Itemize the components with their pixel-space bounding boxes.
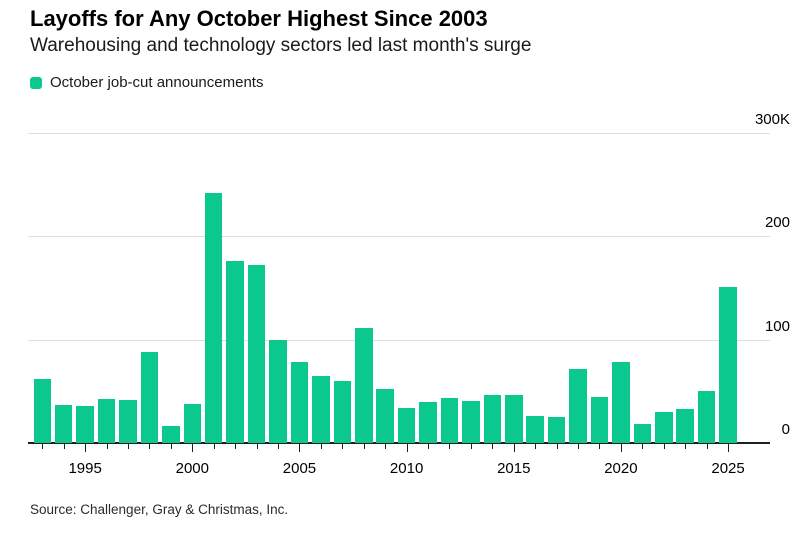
bar-2021 [633, 424, 652, 443]
bar-2006 [312, 375, 330, 443]
bar-2005 [290, 362, 309, 443]
bar-2016 [526, 416, 544, 443]
gridline [28, 133, 770, 135]
x-axis-tick [535, 444, 537, 449]
x-axis-tick [685, 444, 687, 449]
x-axis-tick [428, 444, 430, 449]
bar-1993 [33, 378, 52, 443]
y-axis-label: 0 [781, 421, 790, 438]
x-axis-tick [728, 444, 730, 452]
x-axis-label: 2000 [175, 460, 209, 477]
bar-2004 [269, 339, 287, 443]
bar-2019 [590, 396, 609, 443]
x-axis-label: 2020 [604, 460, 638, 477]
bar-2017 [547, 417, 566, 443]
legend-label: October job-cut announcements [50, 74, 264, 91]
bar-2000 [183, 403, 202, 443]
x-axis-tick [256, 444, 258, 449]
bar-2012 [440, 397, 459, 443]
x-axis-label: 2025 [711, 460, 745, 477]
bar-2013 [462, 400, 480, 443]
x-axis-tick [170, 444, 172, 449]
x-axis-label: 2005 [282, 460, 317, 477]
bar-2007 [333, 381, 352, 443]
x-axis-tick [363, 444, 365, 449]
bar-2002 [226, 261, 244, 443]
x-axis-tick [663, 444, 665, 449]
bar-1997 [119, 399, 137, 443]
x-axis-tick [642, 444, 644, 449]
x-axis-tick [599, 444, 601, 449]
source-note: Source: Challenger, Gray & Christmas, In… [30, 502, 289, 517]
x-axis-tick [299, 444, 301, 452]
x-axis-tick [470, 444, 472, 449]
bar-2008 [355, 328, 373, 443]
x-axis-label: 1995 [68, 460, 102, 477]
x-axis-label: 2010 [389, 460, 424, 477]
x-axis-tick [342, 444, 344, 449]
bar-1999 [162, 426, 180, 443]
x-axis-tick [706, 444, 708, 449]
legend-swatch-icon [30, 76, 42, 89]
bar-2024 [697, 391, 716, 443]
x-axis-tick [406, 444, 408, 452]
x-axis-tick [213, 444, 215, 449]
x-axis-tick [385, 444, 387, 449]
bar-2025 [719, 287, 737, 443]
bar-2018 [569, 368, 587, 443]
legend: October job-cut announcements [30, 74, 263, 91]
x-axis-tick [106, 444, 108, 449]
chart-subtitle: Warehousing and technology sectors led l… [30, 35, 532, 56]
x-axis-tick [492, 444, 494, 449]
x-axis-tick [128, 444, 130, 449]
x-axis-tick [278, 444, 280, 449]
bar-2020 [612, 362, 630, 443]
y-axis-label: 300K [754, 111, 790, 129]
bar-2022 [655, 412, 673, 443]
bar-2001 [204, 193, 223, 443]
bar-2003 [247, 265, 266, 443]
x-axis-tick [192, 444, 194, 452]
x-axis-tick [149, 444, 151, 449]
x-axis-tick [449, 444, 451, 449]
bar-2015 [505, 395, 523, 443]
x-axis-tick [235, 444, 237, 449]
x-axis-tick [556, 444, 558, 449]
chart-title: Layoffs for Any October Highest Since 20… [30, 6, 488, 31]
x-axis-label: 2015 [497, 460, 531, 477]
y-axis-label: 100 [764, 317, 790, 335]
gridline [28, 236, 770, 238]
bar-2014 [483, 395, 502, 443]
y-axis-label: 200 [764, 214, 790, 232]
x-axis-tick [513, 444, 515, 452]
x-axis-tick [85, 444, 87, 452]
x-axis-tick [63, 444, 65, 449]
bar-1996 [97, 398, 116, 443]
x-axis-tick [578, 444, 580, 449]
bar-2023 [676, 408, 694, 443]
bar-2011 [419, 401, 437, 443]
gridline [28, 339, 770, 341]
x-axis-tick [42, 444, 44, 449]
bar-2010 [397, 407, 416, 443]
x-axis-line [28, 442, 770, 444]
bar-1995 [76, 405, 94, 443]
bar-2009 [376, 389, 394, 443]
x-axis-tick [320, 444, 322, 449]
x-axis-tick [620, 444, 622, 452]
bar-1998 [140, 352, 159, 443]
bar-1994 [54, 404, 73, 443]
